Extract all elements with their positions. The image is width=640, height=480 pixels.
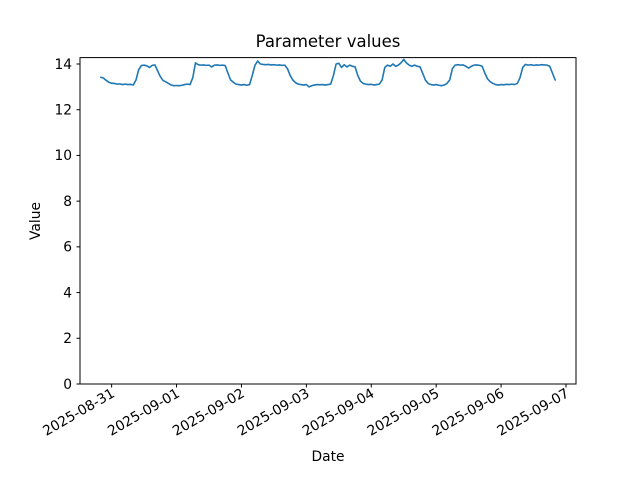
y-tick-label: 14 (54, 57, 72, 73)
x-tick-label: 2025-09-07 (495, 386, 572, 440)
y-tick-label: 2 (63, 331, 72, 347)
x-axis-ticks: 2025-08-312025-09-012025-09-022025-09-03… (40, 384, 572, 440)
x-axis-label: Date (312, 449, 345, 465)
chart-title: Parameter values (256, 32, 401, 51)
y-tick-label: 0 (63, 377, 72, 393)
y-tick-label: 12 (54, 103, 72, 119)
x-tick-label: 2025-09-02 (170, 386, 247, 440)
plot-area (80, 57, 576, 384)
x-tick-label: 2025-09-01 (105, 386, 182, 440)
y-axis-label: Value (28, 202, 44, 240)
y-tick-label: 10 (54, 148, 72, 164)
x-tick-label: 2025-08-31 (40, 386, 117, 440)
x-tick-label: 2025-09-04 (300, 386, 377, 440)
data-line-series (100, 58, 556, 88)
x-tick-label: 2025-09-05 (365, 386, 442, 440)
y-tick-label: 8 (63, 194, 72, 210)
y-tick-label: 6 (63, 240, 72, 256)
axes-spines (79, 57, 577, 385)
y-tick-label: 4 (63, 285, 72, 301)
x-tick-label: 2025-09-06 (430, 386, 507, 440)
x-tick-label: 2025-09-03 (235, 386, 312, 440)
y-axis-ticks: 0 2 4 6 8 10 12 14 (54, 57, 80, 393)
